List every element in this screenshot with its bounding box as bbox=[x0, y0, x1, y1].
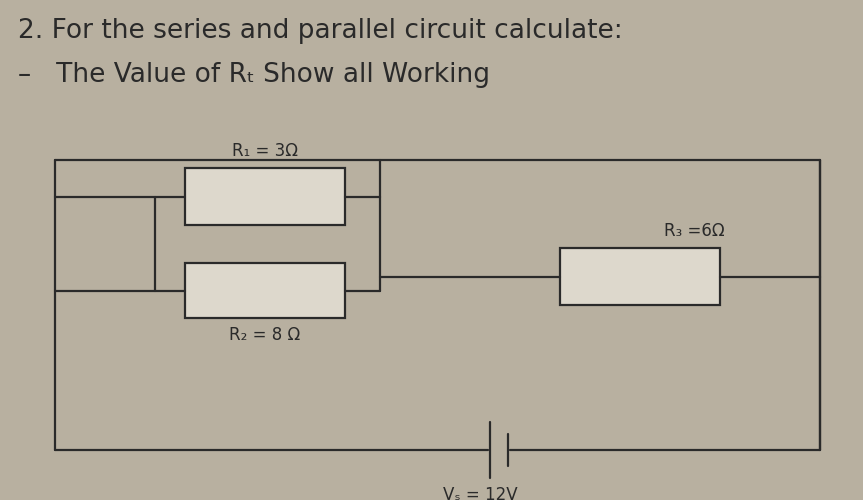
Bar bbox=[185, 263, 345, 318]
Bar bbox=[185, 168, 345, 225]
Text: 2. For the series and parallel circuit calculate:: 2. For the series and parallel circuit c… bbox=[18, 18, 623, 44]
Text: Vₛ = 12V: Vₛ = 12V bbox=[443, 486, 517, 500]
Text: R₃ =6Ω: R₃ =6Ω bbox=[665, 222, 725, 240]
Bar bbox=[560, 248, 720, 305]
Text: R₁ = 3Ω: R₁ = 3Ω bbox=[232, 142, 298, 160]
Text: –   The Value of Rₜ Show all Working: – The Value of Rₜ Show all Working bbox=[18, 62, 490, 88]
Text: R₂ = 8 Ω: R₂ = 8 Ω bbox=[230, 326, 300, 344]
